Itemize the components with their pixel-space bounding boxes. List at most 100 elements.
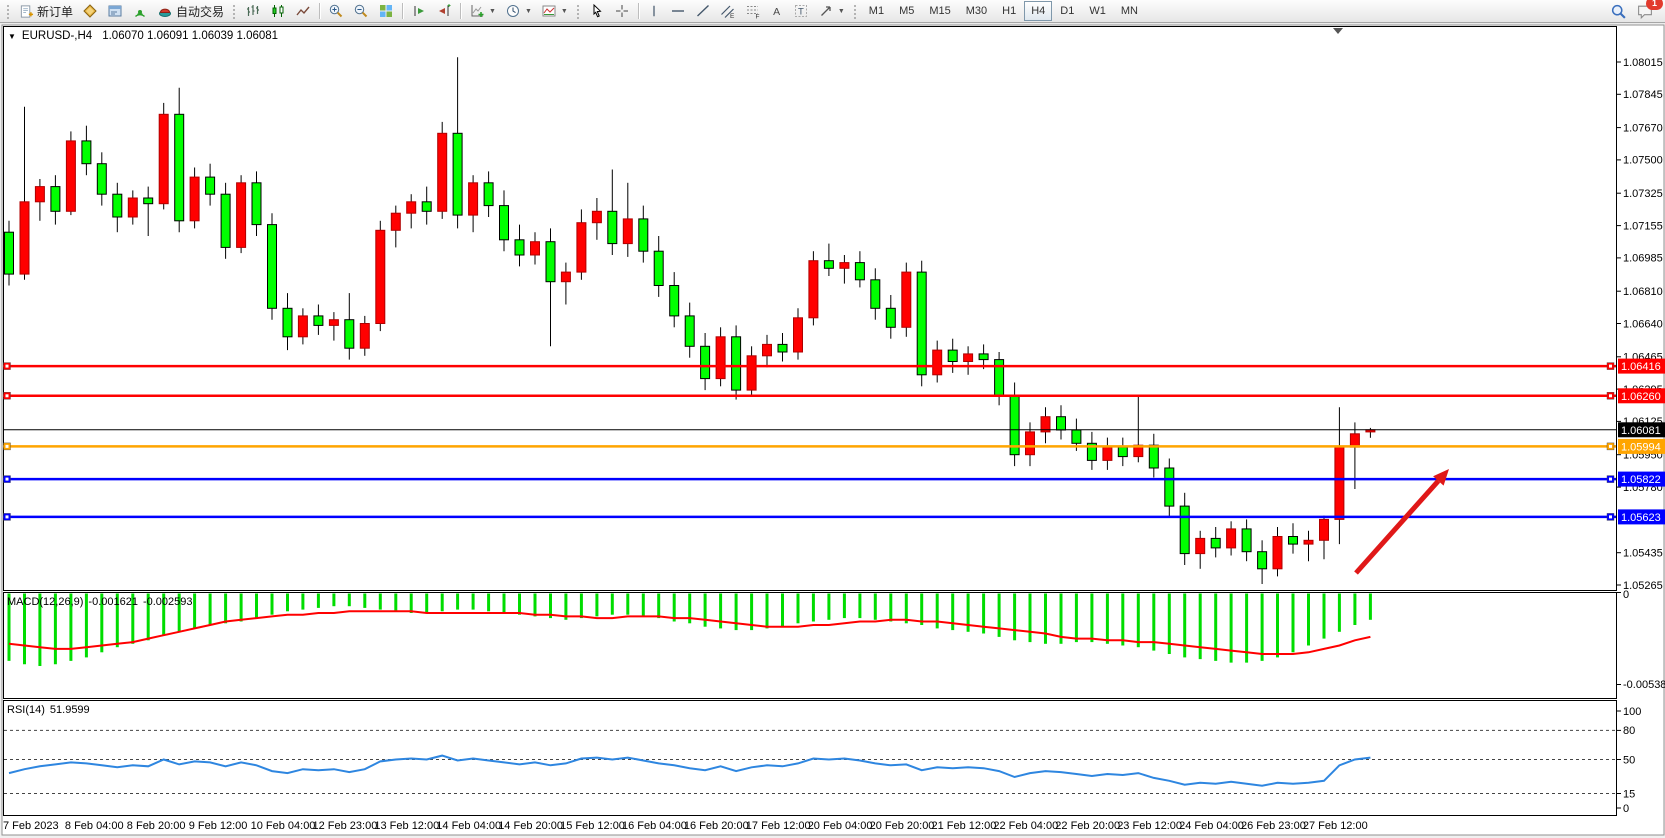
horizontal-line-button[interactable] (666, 0, 690, 22)
toolbar-grip (6, 3, 11, 19)
rsi-axis-label: 0 (1623, 803, 1629, 815)
tab-h4[interactable]: H4 (1024, 1, 1053, 21)
chart-shift-button[interactable] (432, 0, 456, 22)
text-label-button[interactable]: T (789, 0, 813, 22)
candle-up (839, 262, 850, 269)
time-axis-label: 20 Feb 04:00 (808, 820, 873, 832)
rsi-panel[interactable] (3, 700, 1617, 816)
candle-down (81, 140, 92, 165)
line-chart-button[interactable] (291, 0, 315, 22)
macd-panel[interactable] (3, 592, 1617, 699)
candle-down (4, 231, 14, 275)
terminal-button[interactable] (103, 0, 127, 22)
price-tag[interactable] (1618, 438, 1665, 454)
candle-down (313, 315, 324, 326)
candle-down (1288, 536, 1298, 545)
candle-up (530, 241, 540, 256)
time-axis-label: 14 Feb 04:00 (436, 820, 501, 832)
price-tag[interactable] (1618, 422, 1665, 438)
line-endpoint-marker-center (5, 364, 9, 368)
templates-button[interactable]: ▼ (537, 0, 572, 22)
tab-m30[interactable]: M30 (965, 5, 988, 17)
tab-m15[interactable]: M15 (929, 5, 951, 17)
crosshair-button[interactable] (610, 0, 634, 22)
tab-w1[interactable]: W1 (1089, 5, 1106, 17)
vertical-line-button[interactable] (643, 0, 665, 22)
market-watch-button[interactable] (78, 0, 102, 22)
line-endpoint-marker-center (5, 394, 9, 398)
notifications-button[interactable]: 1 (1632, 0, 1663, 22)
auto-scroll-icon (411, 3, 427, 19)
zoom-in-icon (328, 3, 344, 19)
price-tag[interactable] (1618, 471, 1665, 487)
trendline-icon (695, 3, 711, 19)
trendline-button[interactable] (691, 0, 715, 22)
candle-up (560, 271, 571, 283)
price-axis-label: 1.05435 (1623, 548, 1663, 560)
search-button[interactable] (1606, 0, 1631, 22)
zoom-in-button[interactable] (324, 0, 348, 22)
fibonacci-button[interactable]: F (741, 0, 765, 22)
chart-shift-marker[interactable] (1333, 28, 1343, 34)
signals-button[interactable] (128, 0, 152, 22)
rsi-line (8, 754, 1371, 787)
line-endpoint-marker-center (1609, 394, 1612, 398)
arrows-button[interactable]: ▼ (814, 0, 849, 22)
search-icon (1610, 3, 1627, 20)
price-axis-label: 1.07670 (1623, 122, 1663, 134)
candle-down (1179, 505, 1190, 555)
new-order-button[interactable]: 新订单 (15, 0, 77, 22)
toolbar-separator (460, 3, 462, 19)
candle-down (220, 193, 231, 248)
cursor-button[interactable] (585, 0, 609, 22)
channel-button[interactable]: E (716, 0, 740, 22)
candle-up (189, 176, 200, 222)
autotrading-button[interactable]: 自动交易 (153, 0, 228, 22)
candle-down (421, 201, 432, 212)
tab-mn[interactable]: MN (1120, 5, 1138, 17)
candle-down (174, 113, 185, 222)
line-endpoint-marker-center (1609, 444, 1612, 448)
candlestick-button[interactable] (266, 0, 290, 22)
time-axis-label: 23 Feb 12:00 (1117, 820, 1182, 832)
candle-up (1272, 536, 1283, 570)
auto-scroll-button[interactable] (407, 0, 431, 22)
candle-up (963, 353, 974, 362)
zoom-out-button[interactable] (349, 0, 373, 22)
trend-arrow[interactable] (1354, 479, 1441, 575)
chart-shift-icon (436, 3, 452, 19)
price-tag[interactable] (1618, 509, 1665, 525)
main-toolbar: 新订单 自动交易 ▼ ▼ ▼ E F A (0, 0, 1665, 23)
candle-down (1071, 429, 1082, 444)
cursor-icon (589, 3, 605, 19)
periods-button[interactable]: ▼ (501, 0, 536, 22)
candle-up (622, 218, 633, 245)
price-tag[interactable] (1618, 388, 1665, 404)
tab-h1[interactable]: H1 (1002, 5, 1017, 17)
toolbar-separator (637, 3, 639, 19)
price-tag[interactable] (1618, 358, 1665, 374)
tab-d1[interactable]: D1 (1060, 5, 1075, 17)
tab-m1[interactable]: M1 (868, 5, 885, 17)
tile-windows-button[interactable] (374, 0, 398, 22)
trend-arrow-head[interactable] (1433, 469, 1449, 486)
vline-icon (647, 3, 661, 19)
candle-up (406, 201, 417, 214)
rsi-axis-label: 15 (1623, 788, 1635, 800)
candle-down (885, 307, 896, 328)
candle-up (236, 182, 247, 248)
time-axis-label: 12 Feb 23:00 (313, 820, 378, 832)
price-axis-label: 1.05265 (1623, 580, 1663, 592)
bar-chart-button[interactable] (241, 0, 265, 22)
text-button[interactable]: A (766, 0, 788, 22)
rsi-axis-label: 50 (1623, 754, 1635, 766)
tab-m5[interactable]: M5 (899, 5, 915, 17)
macd-label: MACD(12,26,9) -0.001621 -0.002593 (7, 596, 193, 608)
candle-up (746, 355, 757, 391)
candle-up (793, 317, 803, 353)
signals-icon (132, 3, 148, 19)
indicators-button[interactable]: ▼ (465, 0, 500, 22)
time-axis-label: 27 Feb 12:00 (1303, 820, 1368, 832)
